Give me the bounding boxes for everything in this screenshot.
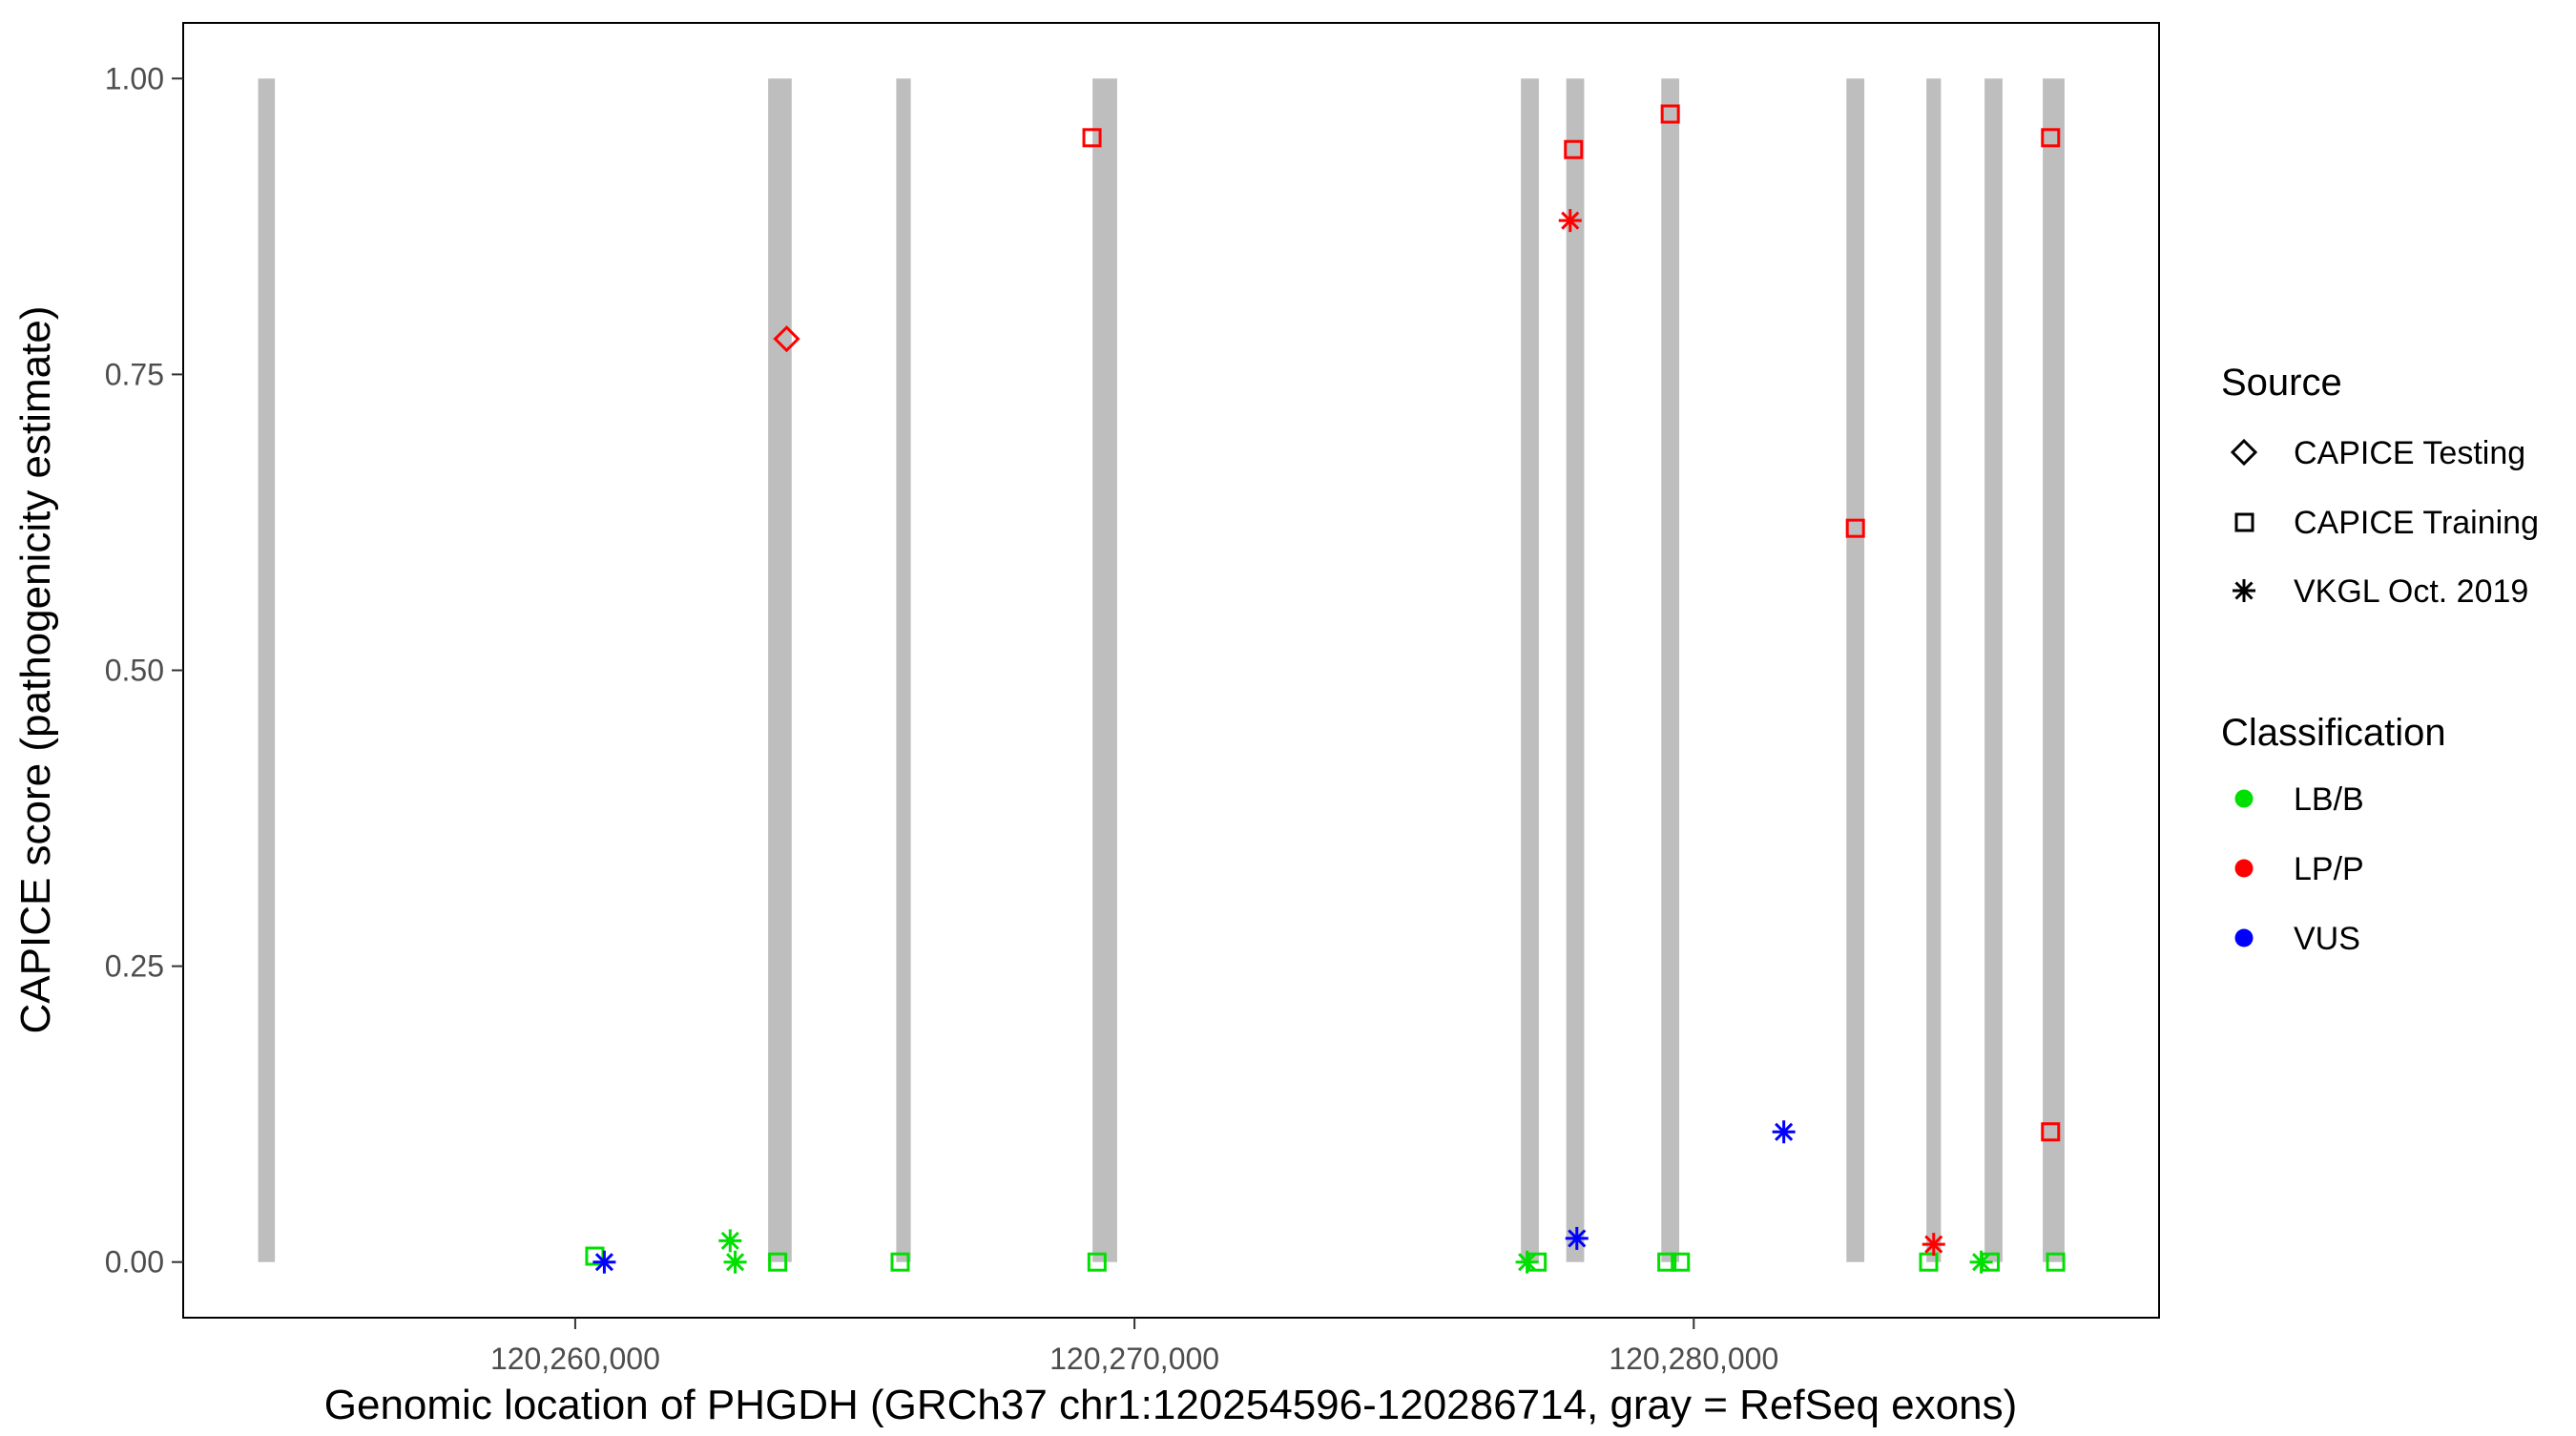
- x-axis-tick-label: 120,280,000: [1609, 1342, 1778, 1376]
- refseq-exon-bar: [1984, 78, 2003, 1262]
- legend-item-lbb: LB/B: [2294, 781, 2364, 818]
- data-point-square-open: [1527, 1252, 1548, 1272]
- axis-layer: 120,260,000 120,270,000 120,280,000 0.00 0.2…: [105, 61, 1779, 1376]
- diamond-open-icon: [2230, 438, 2258, 467]
- refseq-exon-bar: [1092, 78, 1117, 1262]
- refseq-exons-layer: [258, 78, 2065, 1262]
- refseq-exon-bar: [1846, 78, 1865, 1262]
- y-axis-tick-label: 0.25: [105, 949, 164, 984]
- data-point-square-open: [1657, 1252, 1677, 1272]
- data-point-square-open: [1087, 1252, 1107, 1272]
- data-point-asterisk: [1922, 1233, 1945, 1257]
- legend-item-lpp: LP/P: [2294, 851, 2364, 887]
- data-point-square-open: [768, 1252, 788, 1272]
- x-axis-title: Genomic location of PHGDH (GRCh37 chr1:1…: [324, 1382, 2017, 1428]
- refseq-exon-bar: [1521, 78, 1539, 1262]
- data-point-asterisk: [592, 1250, 616, 1274]
- data-point-square-open: [1564, 139, 1584, 159]
- legend-source: Source CAPICE Testing CAPICE Training VK…: [2221, 362, 2539, 610]
- vus-color-dot-icon: [2234, 928, 2254, 947]
- legend-classification: Classification LB/B LP/P VUS: [2221, 712, 2446, 957]
- legend-item-capice-testing: CAPICE Testing: [2294, 435, 2525, 471]
- x-axis-tick-label: 120,260,000: [490, 1342, 660, 1376]
- refseq-exon-bar: [1926, 78, 1942, 1262]
- x-axis-tick-label: 120,270,000: [1049, 1342, 1219, 1376]
- data-point-diamond-open: [773, 325, 800, 353]
- legend-classification-title: Classification: [2221, 712, 2446, 754]
- refseq-exon-bar: [2043, 78, 2065, 1262]
- refseq-exon-bar: [768, 78, 792, 1262]
- square-open-icon: [2234, 512, 2254, 532]
- lpp-color-dot-icon: [2234, 859, 2254, 878]
- data-point-square-open: [1082, 128, 1102, 148]
- data-point-asterisk: [723, 1250, 747, 1274]
- refseq-exon-bar: [258, 78, 276, 1262]
- y-axis-tick-label: 1.00: [105, 61, 164, 95]
- legend-item-vus: VUS: [2294, 921, 2360, 957]
- data-point-square-open: [1671, 1252, 1691, 1272]
- refseq-exon-bar: [896, 78, 911, 1262]
- asterisk-icon: [2233, 579, 2255, 602]
- data-point-square-open: [1919, 1252, 1939, 1272]
- data-point-square-open: [1980, 1252, 2000, 1272]
- refseq-exon-bar: [1661, 78, 1680, 1262]
- data-point-asterisk: [1565, 1226, 1589, 1250]
- data-point-asterisk: [1558, 209, 1582, 233]
- legend-item-capice-training: CAPICE Training: [2294, 505, 2539, 541]
- legend-item-vkgl: VKGL Oct. 2019: [2294, 573, 2528, 610]
- data-point-asterisk: [718, 1229, 742, 1253]
- data-points-layer: [585, 104, 2066, 1274]
- legend-source-title: Source: [2221, 362, 2342, 404]
- data-point-square-open: [1845, 518, 1865, 538]
- y-axis-tick-label: 0.00: [105, 1245, 164, 1280]
- data-point-square-open: [1660, 104, 1680, 124]
- data-point-asterisk: [1515, 1250, 1539, 1274]
- lbb-color-dot-icon: [2234, 789, 2254, 808]
- data-point-asterisk: [1772, 1120, 1796, 1144]
- data-point-square-open: [2046, 1252, 2066, 1272]
- y-axis-title: CAPICE score (pathogenicity estimate): [12, 306, 59, 1034]
- data-point-square-open: [2041, 128, 2061, 148]
- refseq-exon-bar: [1566, 78, 1585, 1262]
- y-axis-tick-label: 0.50: [105, 654, 164, 688]
- data-point-square-open: [890, 1252, 910, 1272]
- data-point-square-open: [2041, 1122, 2061, 1142]
- y-axis-tick-label: 0.75: [105, 357, 164, 391]
